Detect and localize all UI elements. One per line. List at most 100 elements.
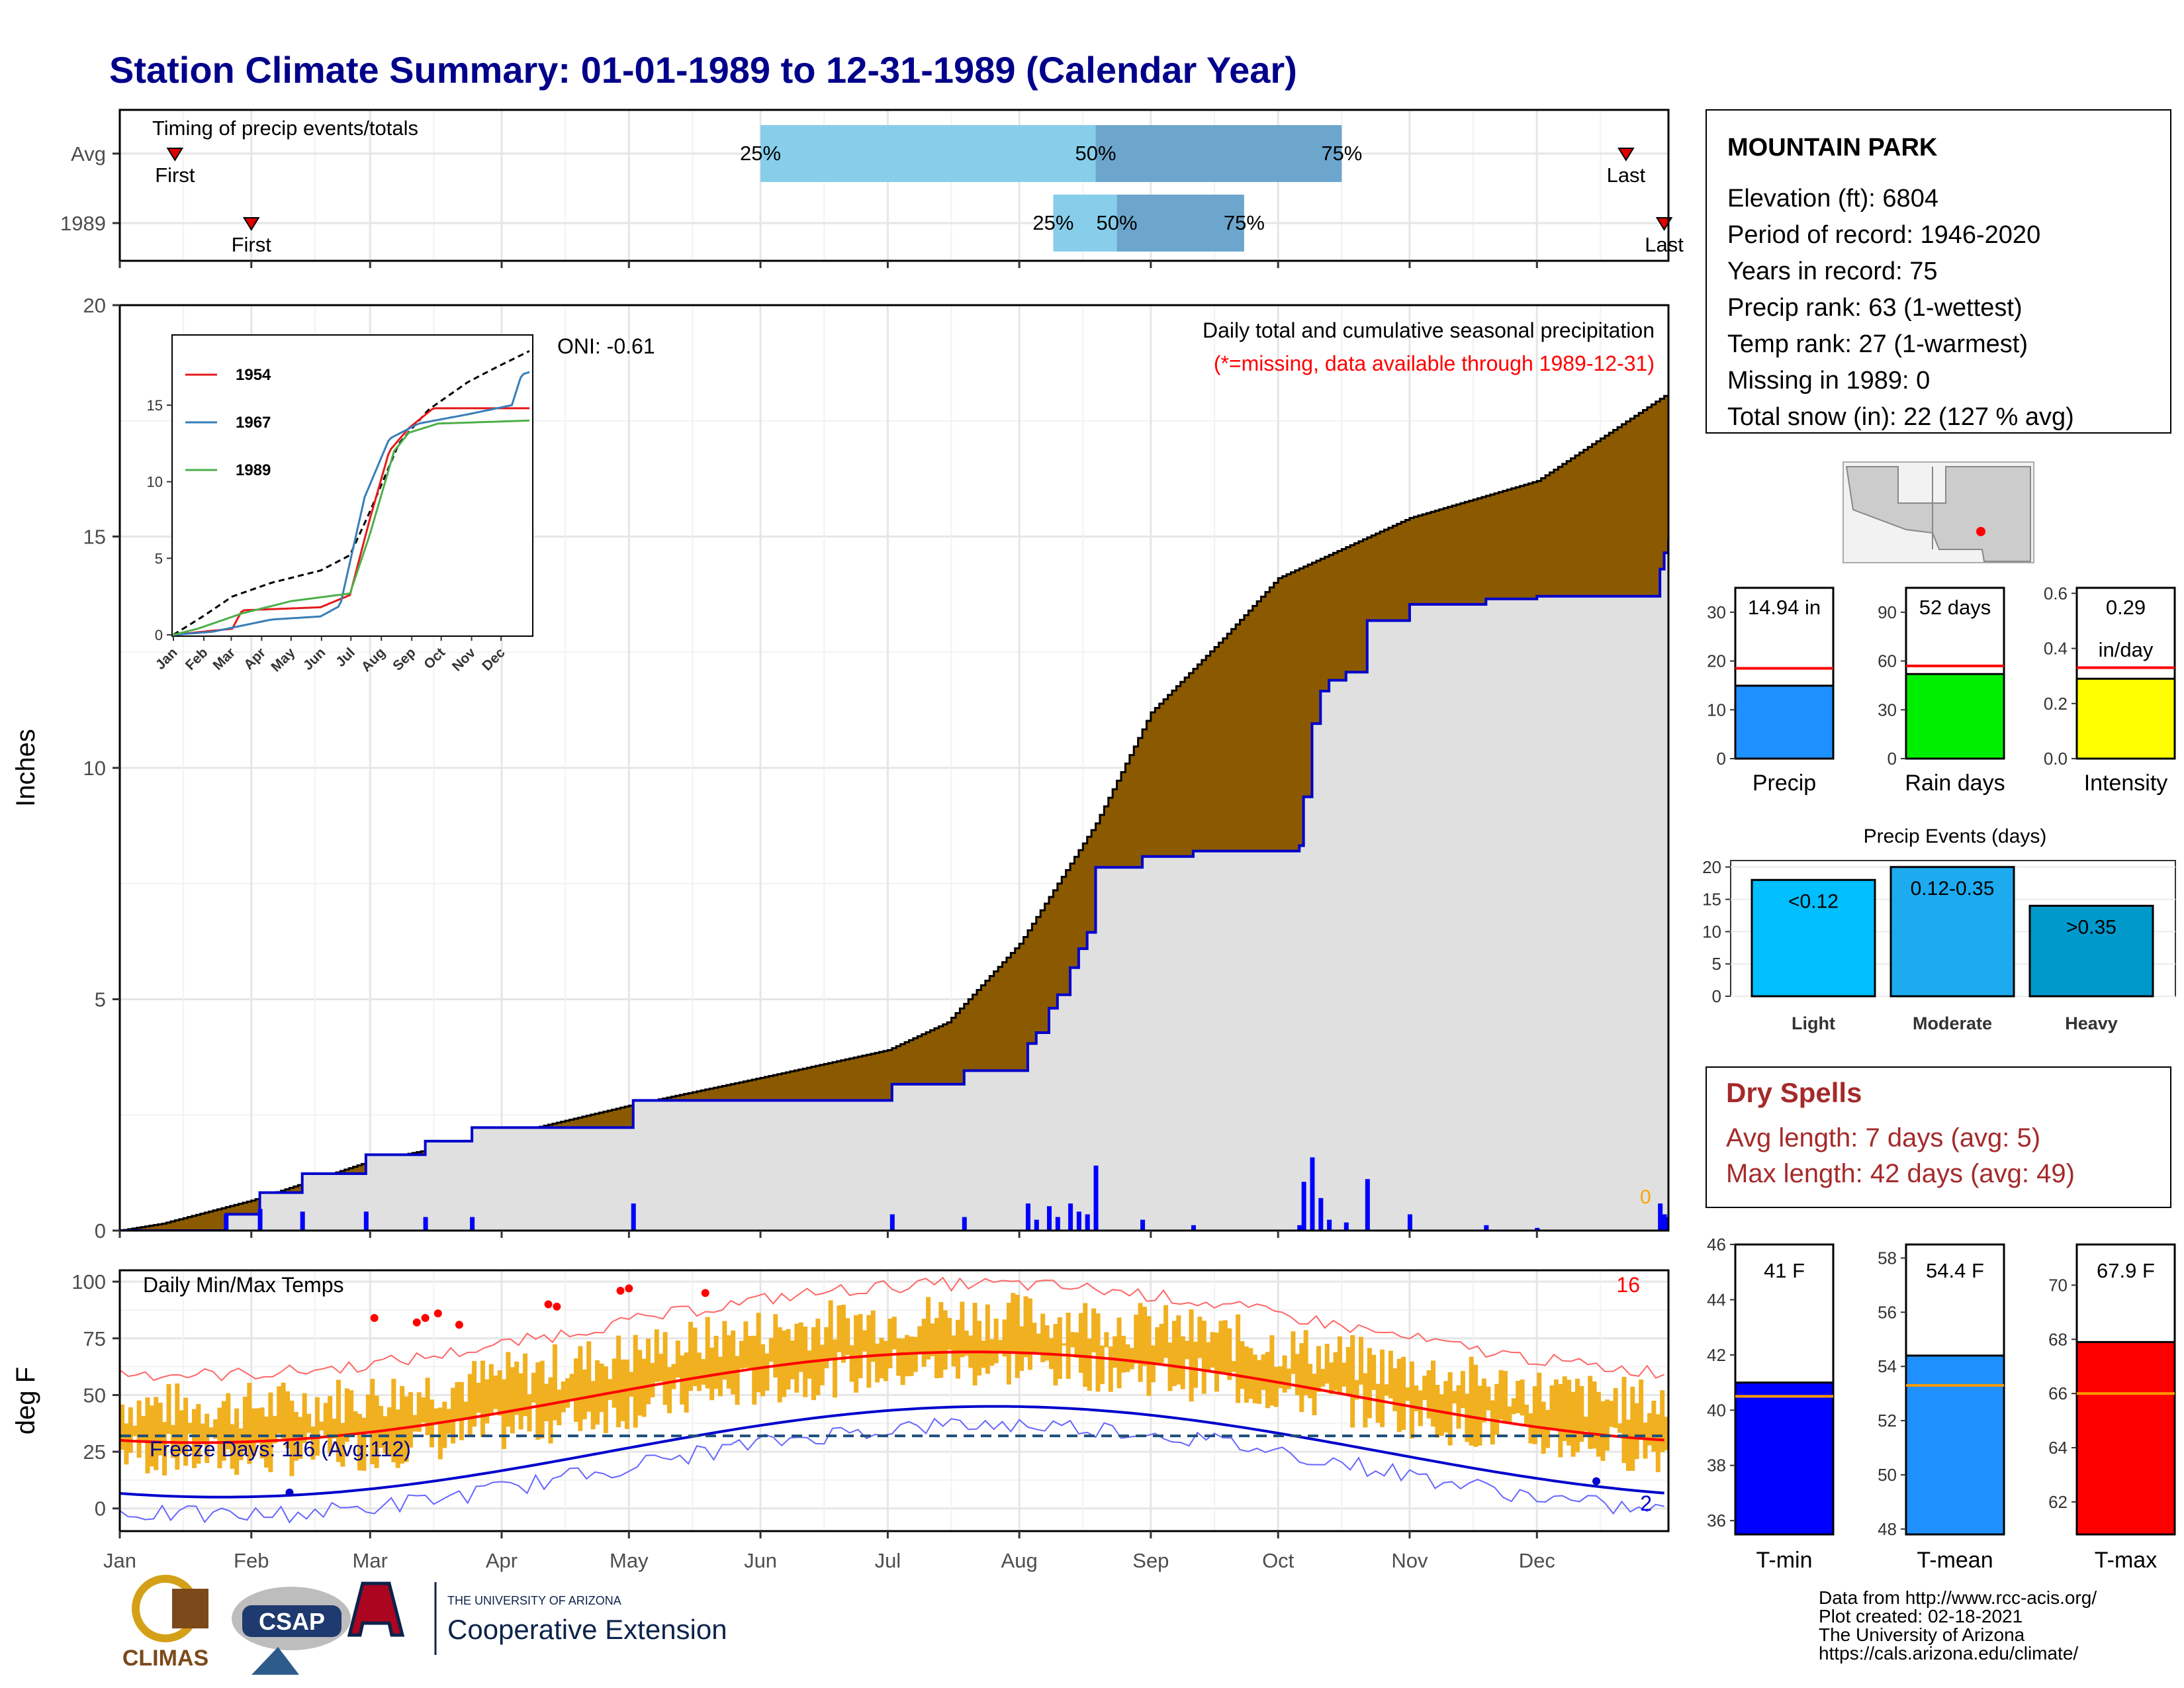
daily-temp-bar bbox=[637, 1350, 643, 1416]
temp-panel: 0 25 50 75 100 deg F Daily Min/Max Temps Fre… bbox=[11, 1269, 1670, 1572]
daily-temp-bar bbox=[1032, 1323, 1037, 1353]
daily-temp-bar bbox=[1142, 1307, 1148, 1366]
daily-temp-bar bbox=[1023, 1296, 1028, 1358]
daily-temp-bar bbox=[1108, 1346, 1113, 1392]
temp-bar-ytick: 48 bbox=[1878, 1519, 1897, 1539]
inset-series-line bbox=[173, 371, 530, 636]
daily-temp-bar bbox=[1189, 1309, 1194, 1402]
daily-temp-bar bbox=[930, 1323, 935, 1356]
daily-temp-bar bbox=[891, 1317, 897, 1350]
daily-precip-bar bbox=[1055, 1217, 1060, 1231]
page-title: Station Climate Summary: 01-01-1989 to 1… bbox=[109, 49, 1297, 91]
inset-series-line bbox=[173, 419, 530, 636]
daily-temp-bar bbox=[1278, 1366, 1283, 1389]
daily-temp-bar bbox=[1553, 1379, 1559, 1430]
inset-legend-label: 1989 bbox=[236, 461, 271, 479]
daily-temp-bar bbox=[1273, 1366, 1279, 1407]
daily-temp-bar bbox=[1303, 1330, 1308, 1395]
daily-temp-bar bbox=[365, 1394, 371, 1434]
record-low-line bbox=[120, 1417, 1664, 1524]
record-high-marker bbox=[553, 1302, 561, 1311]
daily-temp-bar bbox=[1507, 1406, 1512, 1423]
daily-temp-bar bbox=[1197, 1317, 1203, 1358]
daily-temp-bar bbox=[421, 1397, 426, 1423]
daily-temp-bar bbox=[1044, 1325, 1050, 1361]
daily-temp-bar bbox=[255, 1408, 261, 1441]
daily-temp-bar bbox=[811, 1327, 816, 1401]
daily-temp-bar bbox=[259, 1407, 265, 1459]
daily-temp-bar bbox=[552, 1344, 557, 1421]
daily-temp-bar bbox=[149, 1405, 154, 1467]
daily-temp-bar bbox=[578, 1346, 583, 1431]
daily-temp-bar bbox=[942, 1310, 948, 1370]
summary-bar-ytick: 0 bbox=[1888, 749, 1897, 769]
daily-temp-bar bbox=[1430, 1360, 1435, 1427]
daily-temp-bar bbox=[1388, 1350, 1393, 1399]
daily-temp-bar bbox=[136, 1400, 142, 1458]
summary-bar-ytick: 30 bbox=[1878, 700, 1897, 720]
daily-temp-bar bbox=[726, 1335, 731, 1389]
daily-temp-bar bbox=[1567, 1380, 1572, 1446]
daily-temp-bar bbox=[616, 1335, 621, 1428]
daily-temp-bar bbox=[1236, 1314, 1241, 1403]
ua-big-text: Cooperative Extension bbox=[447, 1614, 727, 1645]
daily-temp-bar bbox=[883, 1340, 888, 1382]
daily-temp-bar bbox=[221, 1401, 226, 1461]
events-ytick: 15 bbox=[1702, 890, 1721, 910]
missing-note: (*=missing, data available through 1989-… bbox=[1214, 352, 1655, 375]
daily-temp-bar bbox=[947, 1317, 952, 1350]
daily-temp-bar bbox=[1426, 1370, 1432, 1419]
normal-low-line bbox=[120, 1405, 1664, 1499]
daily-temp-bar bbox=[824, 1327, 829, 1369]
daily-temp-bar bbox=[1057, 1317, 1062, 1379]
daily-temp-bar bbox=[981, 1340, 986, 1368]
daily-temp-bar bbox=[162, 1422, 167, 1476]
precip-events-chart: Precip Events (days) 0 5 10 15 20 <0.12 Light 0… bbox=[1702, 825, 2176, 1033]
inset-legend-label: 1967 bbox=[236, 414, 271, 432]
summary-bar-ytick: 90 bbox=[1878, 602, 1897, 622]
daily-temp-bar bbox=[565, 1378, 570, 1408]
daily-temp-bar bbox=[977, 1321, 982, 1376]
daily-temp-bar bbox=[1452, 1391, 1457, 1404]
summary-bar-value bbox=[1734, 684, 1835, 760]
daily-temp-bar bbox=[1002, 1319, 1007, 1357]
daily-temp-bar bbox=[281, 1382, 286, 1439]
daily-temp-bar bbox=[786, 1329, 791, 1390]
daily-temp-bar bbox=[1516, 1380, 1521, 1413]
daily-temp-bar bbox=[1558, 1383, 1563, 1458]
daily-temp-bar bbox=[1231, 1361, 1236, 1372]
daily-temp-bar bbox=[1222, 1320, 1228, 1373]
daily-temp-bar bbox=[756, 1313, 761, 1393]
inset-ytick-label: 10 bbox=[147, 474, 163, 491]
month-label: Nov bbox=[1391, 1549, 1428, 1572]
daily-temp-bar bbox=[1171, 1321, 1177, 1386]
daily-precip-bar bbox=[1535, 1227, 1540, 1231]
daily-temp-bar bbox=[752, 1335, 757, 1405]
daily-temp-bar bbox=[340, 1423, 345, 1467]
daily-temp-bar bbox=[1214, 1333, 1220, 1392]
daily-temp-bar bbox=[1248, 1348, 1253, 1399]
daily-temp-bar bbox=[955, 1319, 960, 1379]
daily-precip-bar bbox=[1068, 1203, 1073, 1231]
temp-bar-label: T-max bbox=[2095, 1548, 2157, 1573]
daily-temp-bar bbox=[1074, 1332, 1079, 1358]
month-label: Aug bbox=[1001, 1549, 1038, 1572]
daily-temp-bar bbox=[361, 1417, 367, 1471]
first-event-marker bbox=[166, 148, 184, 162]
daily-temp-bar bbox=[196, 1404, 201, 1464]
daily-temp-bar bbox=[1486, 1386, 1491, 1411]
daily-temp-bar bbox=[370, 1378, 375, 1464]
events-ytick: 5 bbox=[1712, 954, 1721, 974]
temp-bar-chart: 48 50 52 54 56 58 54.4 F T-mean bbox=[1878, 1243, 2005, 1573]
first-event-label: First bbox=[232, 233, 272, 256]
daily-temp-bar bbox=[654, 1329, 659, 1382]
daily-temp-bar bbox=[1269, 1335, 1275, 1406]
daily-temp-bar bbox=[1549, 1385, 1555, 1430]
daily-temp-bar bbox=[175, 1383, 180, 1470]
daily-temp-bar bbox=[183, 1397, 189, 1466]
daily-temp-bar bbox=[1299, 1343, 1304, 1413]
daily-temp-bar bbox=[1011, 1293, 1016, 1352]
daily-temp-bar bbox=[1316, 1346, 1321, 1392]
daily-temp-bar bbox=[896, 1338, 901, 1376]
daily-temp-bar bbox=[314, 1397, 320, 1456]
